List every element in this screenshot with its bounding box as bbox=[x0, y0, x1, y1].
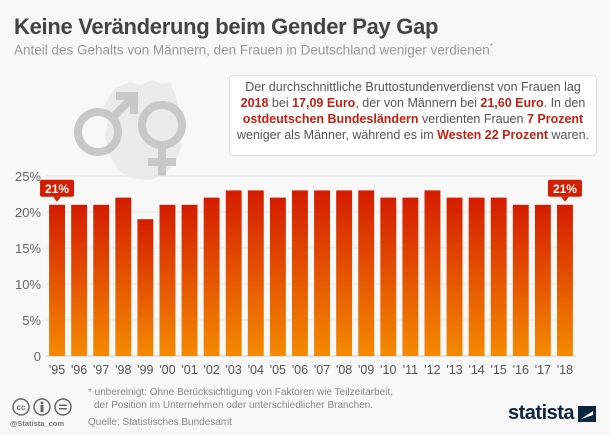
bar bbox=[490, 197, 507, 356]
info-highlight: 7 Prozent bbox=[526, 112, 584, 126]
chart-subtitle: Anteil des Gehalts von Männern, den Frau… bbox=[14, 42, 493, 58]
bar bbox=[512, 204, 529, 356]
bar bbox=[137, 219, 154, 356]
info-text: . In den bbox=[543, 96, 586, 110]
x-tick-label: '10 bbox=[380, 363, 396, 375]
x-tick-label: '05 bbox=[270, 363, 286, 375]
x-tick-label: '11 bbox=[403, 363, 418, 375]
nd-icon bbox=[54, 398, 72, 416]
x-tick-label: '14 bbox=[468, 363, 484, 375]
x-tick-label: '09 bbox=[358, 363, 374, 375]
male-symbol-icon bbox=[74, 92, 138, 156]
x-tick-label: '12 bbox=[424, 363, 440, 375]
info-text: waren. bbox=[548, 128, 590, 142]
bar bbox=[424, 190, 441, 356]
x-tick-label: '96 bbox=[71, 363, 87, 375]
x-tick-label: '97 bbox=[93, 363, 109, 375]
bar bbox=[93, 204, 110, 356]
footnote-line-2: der Position im Unternehmen oder untersc… bbox=[94, 400, 374, 411]
x-tick-label: '08 bbox=[336, 363, 352, 375]
x-tick-label: '00 bbox=[159, 363, 175, 375]
bar bbox=[247, 190, 264, 356]
decoration bbox=[74, 80, 186, 180]
svg-text:cc: cc bbox=[17, 403, 26, 412]
bar bbox=[115, 197, 132, 356]
female-symbol-icon bbox=[138, 101, 186, 176]
info-text: verdienten Frauen bbox=[418, 112, 527, 126]
y-tick-label: 20% bbox=[15, 205, 41, 220]
value-label-text: 21% bbox=[45, 182, 69, 196]
x-tick-label: '02 bbox=[203, 363, 219, 375]
x-tick-label: '15 bbox=[491, 363, 507, 375]
chart-title: Keine Veränderung beim Gender Pay Gap bbox=[14, 14, 439, 39]
cc-icon: cc bbox=[12, 398, 30, 416]
x-tick-label: '01 bbox=[181, 363, 197, 375]
statista-handle: @Statista_com bbox=[10, 419, 64, 428]
info-highlight: ostdeutschen Bundesländern bbox=[242, 112, 419, 126]
x-tick-label: '13 bbox=[446, 363, 462, 375]
bar bbox=[358, 190, 375, 356]
bar bbox=[380, 197, 397, 356]
footnote: * unbereinigt: Ohne Berücksichtigung von… bbox=[88, 386, 393, 412]
x-tick-label: '18 bbox=[557, 363, 573, 375]
source: Quelle: Statistisches Bundesamt bbox=[88, 417, 232, 428]
bar bbox=[181, 204, 198, 356]
license-icons: cc bbox=[12, 398, 72, 416]
bar bbox=[49, 204, 65, 356]
value-label: 21% bbox=[547, 179, 582, 202]
x-tick-label: '03 bbox=[226, 363, 242, 375]
subtitle-text: Anteil des Gehalts von Männern, den Frau… bbox=[14, 42, 490, 58]
bar bbox=[203, 197, 220, 356]
bar bbox=[71, 204, 88, 356]
bar bbox=[446, 197, 463, 356]
info-highlight: 17,09 Euro bbox=[292, 96, 356, 110]
bar bbox=[314, 190, 330, 356]
bar bbox=[402, 197, 419, 356]
x-tick-label: '17 bbox=[535, 363, 551, 375]
bar bbox=[468, 197, 485, 356]
logo-text: statista bbox=[508, 402, 575, 424]
info-highlight: Westen 22 Prozent bbox=[437, 128, 549, 142]
bar bbox=[336, 190, 353, 356]
footnote-line-1: * unbereinigt: Ohne Berücksichtigung von… bbox=[88, 387, 393, 398]
y-tick-label: 15% bbox=[15, 241, 41, 256]
x-tick-label: '04 bbox=[248, 363, 264, 375]
statista-logo[interactable]: statista bbox=[508, 402, 597, 425]
value-label-text: 21% bbox=[553, 182, 577, 196]
bar-chart: 0 5% 10% 15% 20% 25% '95 '96 '97 '98 '99 '00 '01 '02… bbox=[15, 169, 582, 375]
subtitle-footnote-mark: * bbox=[489, 42, 493, 51]
bar bbox=[292, 190, 308, 356]
bar bbox=[557, 204, 573, 356]
info-text: weniger als Männer, während es im bbox=[236, 128, 438, 142]
value-label: 21% bbox=[40, 179, 75, 202]
y-tick-label: 5% bbox=[22, 313, 41, 328]
x-tick-label: '98 bbox=[115, 363, 131, 375]
x-tick-label: '99 bbox=[137, 363, 153, 375]
y-tick-label: 10% bbox=[15, 277, 41, 292]
x-tick-label: '07 bbox=[314, 363, 330, 375]
bar bbox=[159, 204, 176, 356]
info-box: Der durchschnittliche Bruttostundenverdi… bbox=[229, 75, 597, 156]
bar bbox=[225, 190, 242, 356]
y-tick-label: 25% bbox=[15, 169, 41, 184]
info-text: Der durchschnittliche Bruttostundenverdi… bbox=[245, 80, 581, 94]
y-tick-label: 0 bbox=[34, 349, 41, 364]
info-highlight: 2018 bbox=[240, 96, 269, 110]
x-tick-label: '06 bbox=[292, 363, 308, 375]
info-text: , der von Männern bei bbox=[355, 96, 481, 110]
bar bbox=[534, 204, 551, 356]
info-text: bei bbox=[268, 96, 293, 110]
by-icon bbox=[33, 398, 51, 416]
bar bbox=[269, 197, 286, 356]
info-highlight: 21,60 Euro bbox=[480, 96, 544, 110]
statista-logo-icon bbox=[578, 405, 597, 422]
x-tick-label: '16 bbox=[513, 363, 529, 375]
x-tick-label: '95 bbox=[49, 363, 65, 375]
